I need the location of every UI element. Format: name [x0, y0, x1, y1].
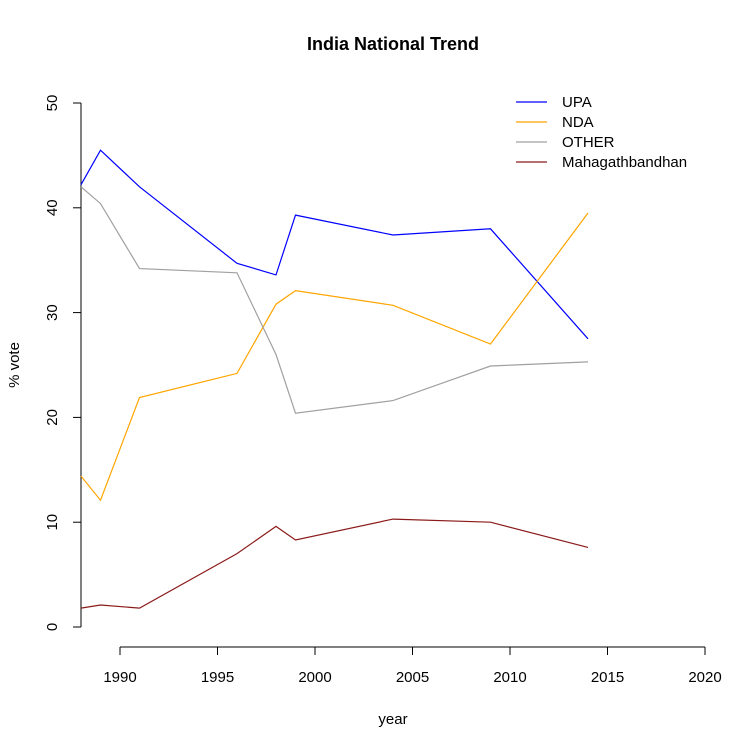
legend-label: NDA: [562, 114, 594, 131]
y-axis-label: % vote: [6, 342, 23, 388]
legend-label: OTHER: [562, 134, 615, 151]
legend-label: Mahagathbandhan: [562, 154, 687, 171]
y-axis-ticks: 0 10 20 30 40 50: [44, 95, 81, 631]
legend-label: UPA: [562, 94, 592, 111]
y-tick-label: 30: [44, 304, 61, 321]
x-tick-label: 2000: [298, 669, 331, 686]
x-tick-label: 2015: [591, 669, 624, 686]
y-tick-label: 10: [44, 514, 61, 531]
legend: UPA NDA OTHER Mahagathbandhan: [516, 94, 687, 171]
y-tick-label: 50: [44, 95, 61, 112]
x-tick-label: 1995: [201, 669, 234, 686]
x-tick-label: 2010: [493, 669, 526, 686]
chart-title: India National Trend: [307, 34, 479, 54]
axes: [80, 103, 705, 648]
y-tick-label: 0: [44, 623, 61, 631]
series-line-nda: [80, 212, 589, 502]
x-tick-label: 2005: [396, 669, 429, 686]
y-tick-label: 40: [44, 199, 61, 216]
y-tick-label: 20: [44, 409, 61, 426]
series-line-mahagathbandhan: [80, 518, 589, 609]
x-tick-label: 2020: [688, 669, 721, 686]
x-axis-ticks: 1990 1995 2000 2005 2010 2015 2020: [103, 647, 722, 686]
x-axis-label: year: [378, 711, 407, 728]
x-tick-label: 1990: [103, 669, 136, 686]
series-line-other: [80, 186, 589, 414]
series-lines: [80, 149, 589, 609]
series-line-upa: [80, 149, 589, 340]
